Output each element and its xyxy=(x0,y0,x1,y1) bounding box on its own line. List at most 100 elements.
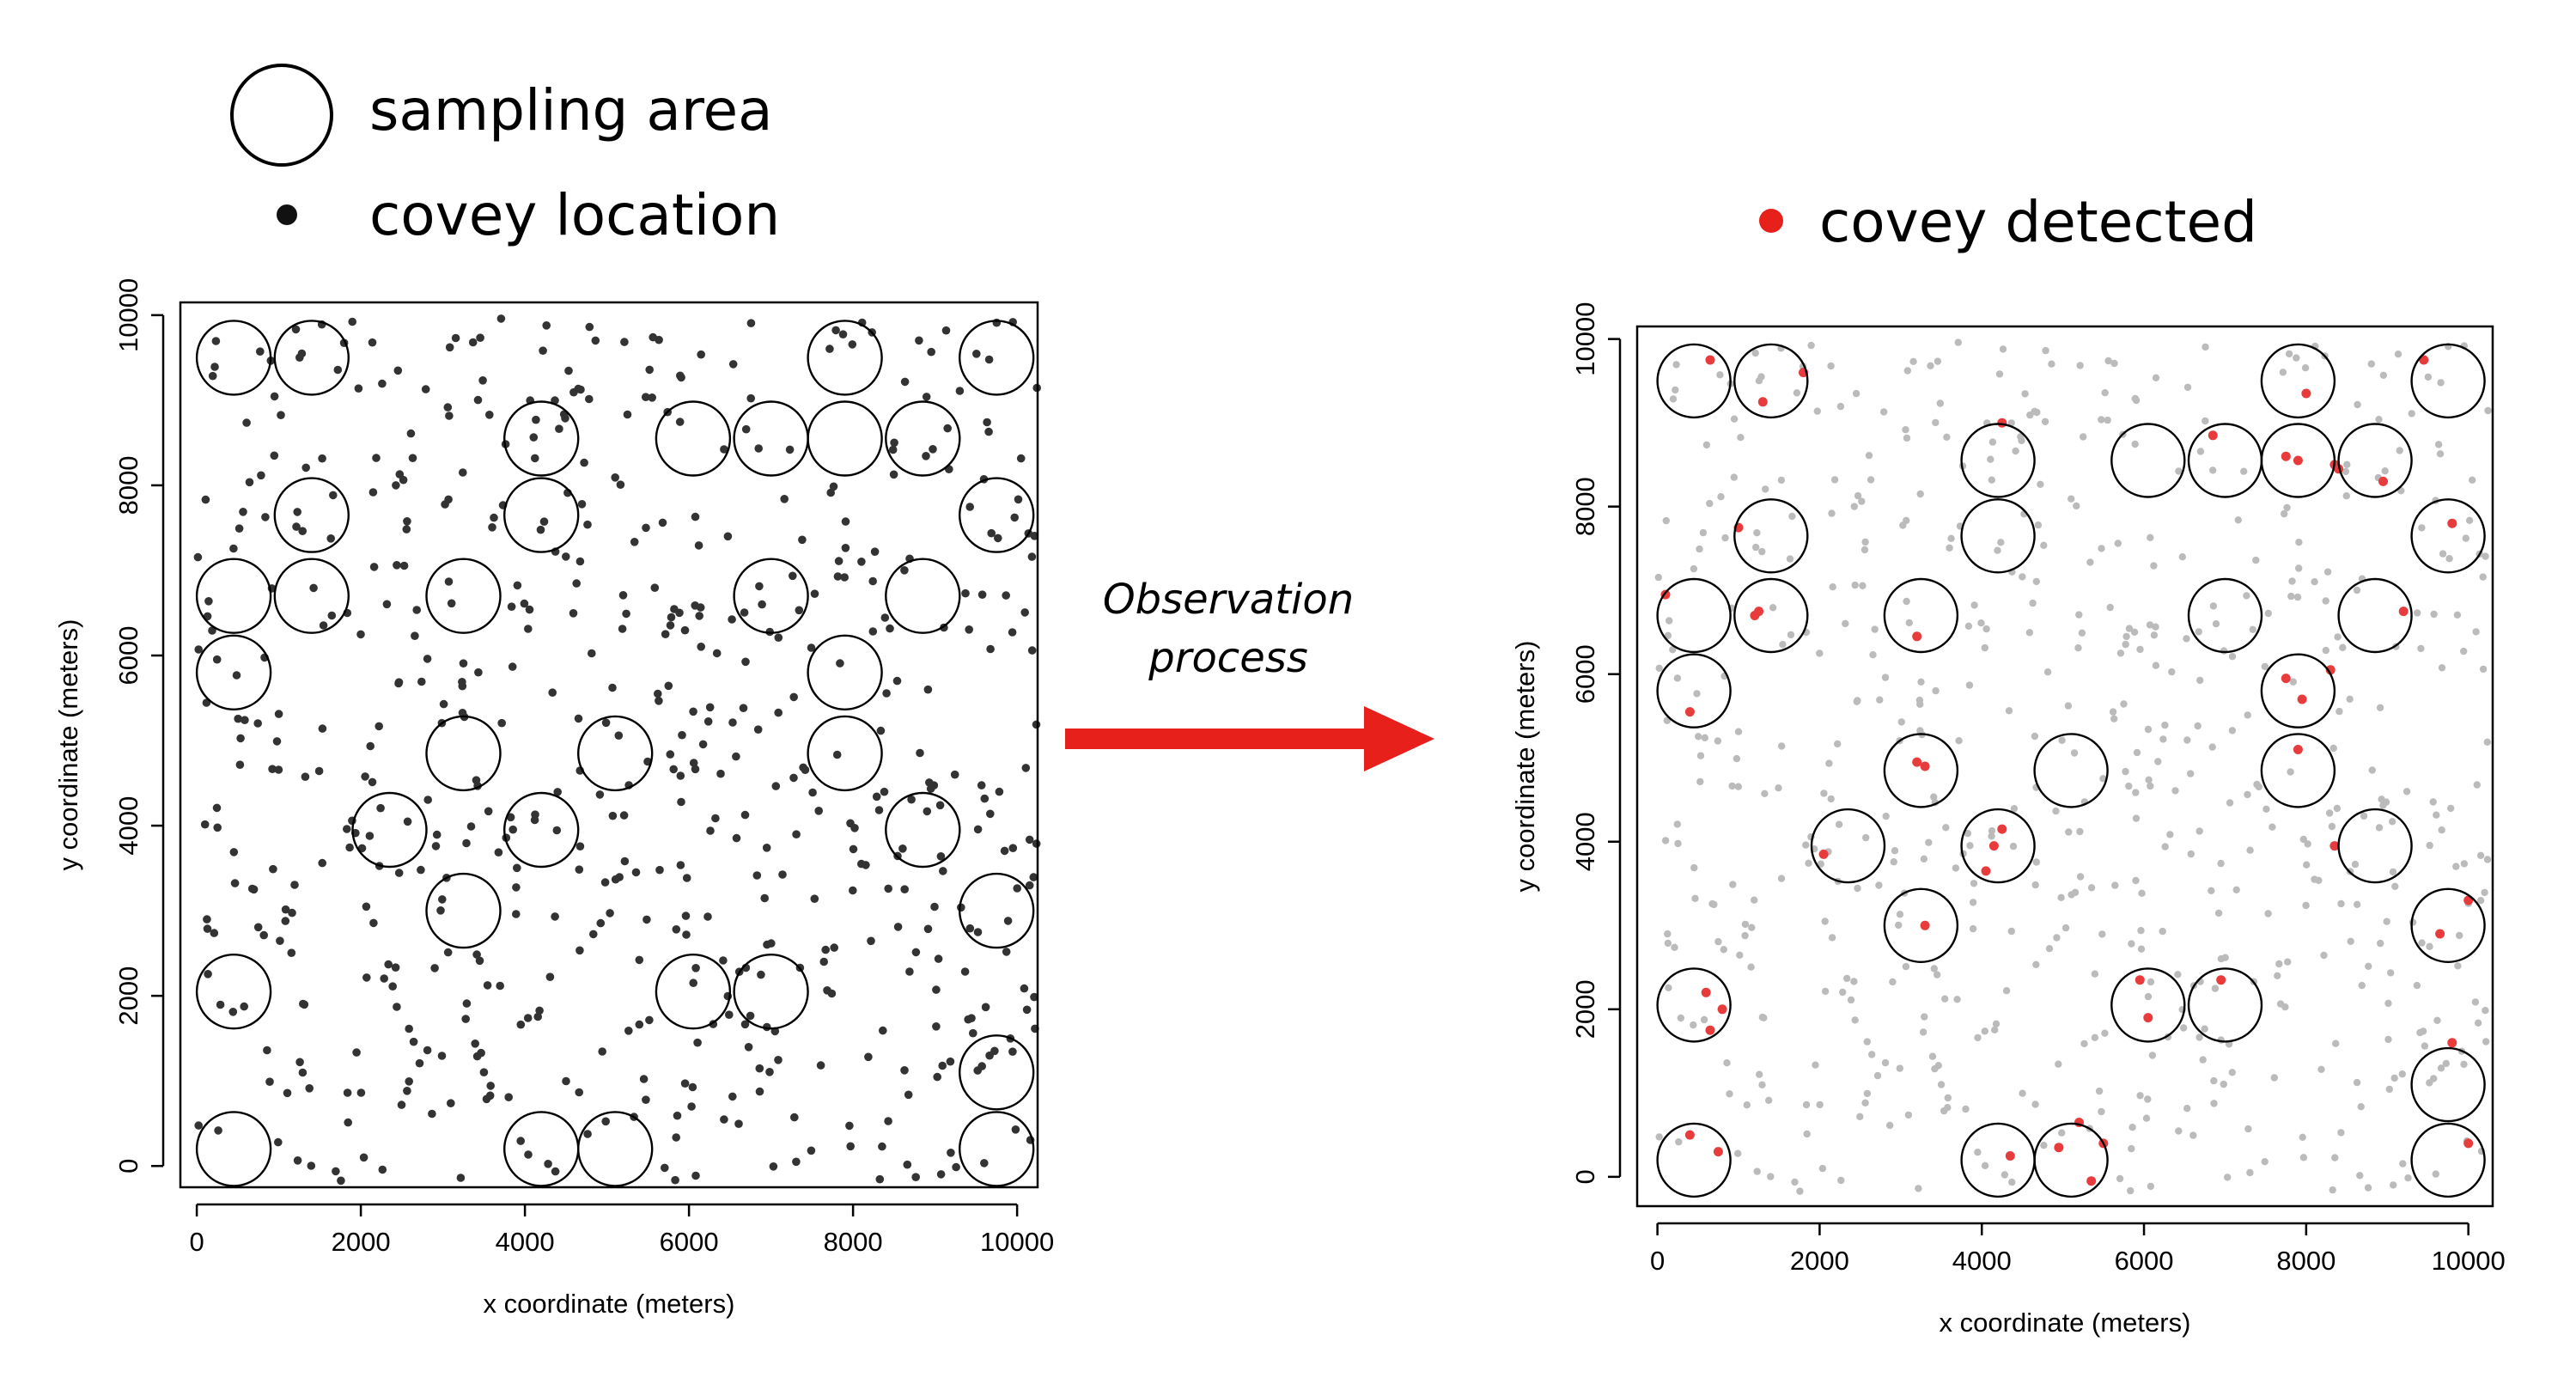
covey-point xyxy=(2161,721,2169,729)
sampling-area-circle xyxy=(885,791,961,869)
covey-point xyxy=(1729,881,1737,888)
covey-point xyxy=(333,365,343,375)
covey-point xyxy=(892,676,902,686)
y-tick-label: 4000 xyxy=(1570,812,1600,871)
covey-point xyxy=(490,513,498,522)
covey-point xyxy=(1027,552,1037,561)
covey-point xyxy=(520,599,529,608)
covey-point xyxy=(1027,646,1037,655)
covey-point xyxy=(2482,552,2489,560)
covey-point xyxy=(691,512,700,521)
covey-point xyxy=(2303,861,2311,869)
covey-point xyxy=(1873,1071,1882,1080)
sampling-area-circle xyxy=(503,477,580,553)
covey-point xyxy=(2398,1070,2406,1078)
covey-point xyxy=(2299,835,2307,844)
covey-point xyxy=(1014,495,1023,504)
covey-point xyxy=(245,478,254,487)
covey-point xyxy=(1941,995,1949,1003)
covey-point xyxy=(1920,855,1928,863)
covey-point xyxy=(507,602,516,611)
covey-point xyxy=(240,1002,249,1011)
covey-point xyxy=(281,917,290,925)
covey-point xyxy=(2145,776,2153,783)
covey-point xyxy=(1674,839,1682,848)
covey-point xyxy=(977,781,986,789)
detected-covey-point xyxy=(2463,1138,2474,1149)
covey-point xyxy=(1934,357,1942,365)
covey-point xyxy=(1992,1020,2001,1027)
covey-point xyxy=(1008,628,1017,637)
detected-covey-point xyxy=(1713,1147,1723,1157)
covey-point xyxy=(462,838,471,848)
covey-point xyxy=(194,1121,203,1130)
covey-point xyxy=(293,1156,302,1165)
covey-point xyxy=(746,1011,755,1021)
covey-point xyxy=(2252,556,2260,564)
covey-point xyxy=(1767,1173,1775,1180)
detected-covey-point xyxy=(2293,745,2303,754)
covey-point xyxy=(421,385,430,393)
covey-point xyxy=(711,814,720,823)
covey-point xyxy=(934,954,943,963)
covey-point xyxy=(548,688,557,697)
covey-point xyxy=(1982,625,1990,633)
covey-point xyxy=(357,844,367,853)
covey-point xyxy=(200,820,210,829)
covey-point xyxy=(2147,533,2154,541)
covey-point xyxy=(1999,345,2007,353)
covey-point xyxy=(585,322,594,332)
covey-point xyxy=(2196,676,2204,685)
covey-point xyxy=(472,776,481,784)
covey-point xyxy=(229,848,239,857)
covey-point xyxy=(907,795,916,804)
covey-point xyxy=(746,319,756,327)
covey-point xyxy=(1717,493,1725,501)
covey-point xyxy=(2125,625,2134,632)
covey-point xyxy=(927,347,935,357)
covey-point xyxy=(343,1088,352,1097)
covey-point xyxy=(274,710,283,718)
covey-point xyxy=(1925,838,1933,846)
covey-point xyxy=(642,1095,650,1104)
covey-point xyxy=(2061,924,2070,932)
covey-point xyxy=(969,1028,977,1038)
covey-point xyxy=(456,1174,466,1182)
covey-point xyxy=(2031,881,2039,889)
covey-point xyxy=(277,411,285,419)
covey-point xyxy=(438,895,447,904)
covey-point xyxy=(1779,641,1787,649)
covey-point xyxy=(2472,628,2480,636)
covey-point xyxy=(369,563,379,571)
covey-point xyxy=(555,424,563,433)
covey-point xyxy=(2144,725,2153,734)
covey-point xyxy=(889,470,898,479)
covey-point xyxy=(1962,1105,1970,1113)
covey-point xyxy=(193,552,203,562)
covey-point xyxy=(753,725,763,734)
covey-point xyxy=(1769,604,1777,612)
covey-point xyxy=(1890,858,1897,866)
covey-point xyxy=(283,1088,292,1098)
covey-point xyxy=(1988,832,1995,840)
covey-point xyxy=(2002,987,2011,995)
covey-point xyxy=(1721,533,1729,542)
covey-point xyxy=(849,844,858,854)
covey-detected-legend-icon xyxy=(1759,209,1783,233)
covey-point xyxy=(408,454,417,462)
covey-point xyxy=(841,544,850,552)
covey-point xyxy=(2073,502,2080,510)
covey-point xyxy=(529,433,539,442)
covey-point xyxy=(1695,733,1702,741)
covey-point xyxy=(2195,628,2202,636)
covey-point xyxy=(846,1142,855,1151)
covey-point xyxy=(1723,1059,1731,1067)
sampling-area-circle xyxy=(2260,653,2336,729)
covey-point xyxy=(403,517,411,526)
covey-point xyxy=(1977,619,1985,627)
covey-point xyxy=(2058,736,2066,744)
covey-point xyxy=(2040,541,2048,549)
covey-point xyxy=(2274,972,2281,979)
covey-point xyxy=(423,796,433,804)
covey-point xyxy=(241,716,249,724)
